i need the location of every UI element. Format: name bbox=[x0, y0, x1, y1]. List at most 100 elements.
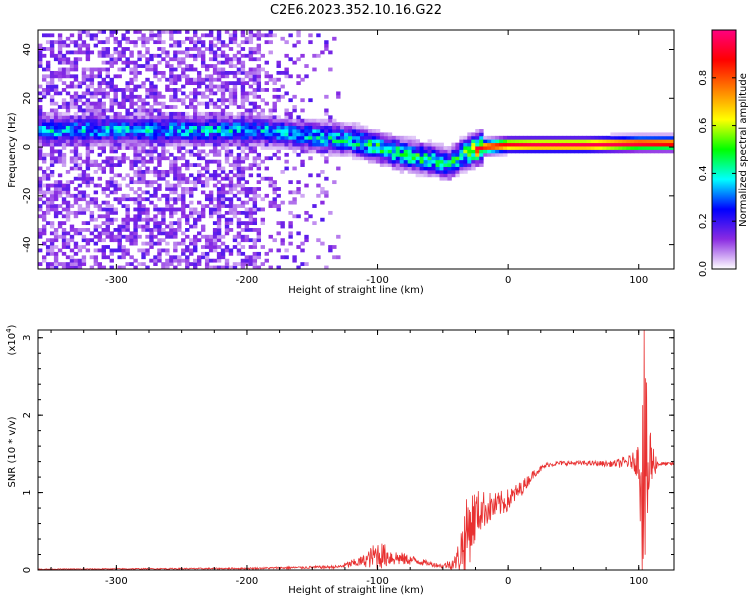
spectrogram-cell bbox=[57, 91, 63, 96]
spectrogram-cell bbox=[77, 50, 83, 55]
spectrogram-cell bbox=[117, 142, 122, 147]
spectrogram-cell bbox=[200, 101, 206, 106]
spectrogram-cell bbox=[105, 159, 110, 164]
spectrogram-cell bbox=[383, 159, 389, 164]
spectrogram-cell bbox=[447, 152, 452, 157]
spectrogram-cell bbox=[81, 159, 87, 164]
spectrogram-cell bbox=[105, 60, 110, 65]
spectrogram-cell bbox=[133, 200, 138, 205]
spectrogram-cell bbox=[272, 197, 277, 202]
spectrogram-cell bbox=[475, 146, 480, 150]
spectrogram-cell bbox=[81, 129, 87, 133]
spectrogram-cell bbox=[371, 132, 377, 137]
spectrogram-cell bbox=[109, 81, 114, 86]
spectrogram-cell bbox=[316, 139, 321, 144]
spectrogram-cell bbox=[125, 224, 130, 229]
spectrogram-cell bbox=[41, 122, 47, 126]
spectrogram-cell bbox=[173, 231, 178, 236]
spectrogram-cell bbox=[224, 265, 230, 269]
spectrogram-cell bbox=[85, 74, 91, 79]
spectrogram-cell bbox=[125, 111, 130, 116]
spectrogram-cell bbox=[149, 115, 154, 120]
spectrogram-cell bbox=[312, 139, 317, 144]
spectrogram-cell bbox=[137, 180, 142, 185]
spectrogram-cell bbox=[197, 91, 202, 96]
spectrogram-cell bbox=[415, 156, 421, 161]
spectrogram-cell bbox=[208, 210, 214, 215]
spectrogram-cell bbox=[61, 190, 67, 195]
spectrogram-cell bbox=[216, 33, 222, 38]
spectrogram-cell bbox=[149, 36, 154, 41]
spectrogram-cell bbox=[121, 118, 126, 123]
spectrogram-cell bbox=[224, 190, 230, 195]
spectrogram-cell bbox=[200, 115, 206, 120]
spectrogram-cell bbox=[296, 245, 301, 249]
spectrogram-cell bbox=[157, 173, 162, 178]
spectrogram-cell bbox=[256, 115, 262, 120]
spectrogram-cell bbox=[208, 238, 214, 243]
spectrogram-cell bbox=[169, 98, 174, 103]
spectrogram-cell bbox=[618, 149, 623, 154]
spectrogram-cell bbox=[256, 193, 262, 198]
spectrogram-cell bbox=[451, 142, 456, 147]
spectrogram-cell bbox=[244, 70, 250, 75]
spectrogram-cell bbox=[280, 139, 285, 144]
spectrogram-cell bbox=[141, 40, 146, 45]
spectrogram-cell bbox=[332, 149, 337, 154]
spectrogram-cell bbox=[200, 142, 206, 147]
spectrogram-cell bbox=[634, 135, 639, 140]
spectrogram-cell bbox=[45, 142, 51, 147]
spectrogram-cell bbox=[308, 139, 313, 144]
spectrogram-cell bbox=[300, 53, 305, 58]
spectrogram-cell bbox=[181, 98, 186, 103]
spectrogram-cell bbox=[161, 101, 166, 106]
spectrogram-cell bbox=[185, 115, 190, 120]
spectrogram-cell bbox=[61, 251, 67, 256]
spectrogram-cell bbox=[197, 258, 202, 263]
spectrogram-cell bbox=[61, 122, 67, 126]
spectrogram-cell bbox=[304, 132, 309, 137]
spectrogram-cell bbox=[93, 132, 99, 137]
spectrogram-cell bbox=[73, 159, 79, 164]
spectrogram-cell bbox=[197, 53, 202, 58]
spectrogram-cell bbox=[272, 190, 277, 195]
spectrogram-cell bbox=[101, 166, 106, 171]
spectrogram-cell bbox=[57, 125, 63, 130]
spectrogram-cell bbox=[89, 197, 95, 202]
spectrogram-cell bbox=[228, 101, 234, 106]
spectrogram-cell bbox=[252, 77, 258, 82]
snr-multiplier: (x104) bbox=[5, 324, 18, 355]
spectrogram-cell bbox=[204, 88, 210, 92]
spectrogram-cell bbox=[49, 193, 55, 198]
colorbar-tick-label: 0.2 bbox=[698, 213, 709, 229]
spectrogram-cell bbox=[165, 129, 170, 133]
spectrogram-cell bbox=[550, 149, 556, 154]
spectrogram-cell bbox=[228, 204, 234, 208]
spectrogram-cell bbox=[208, 30, 214, 34]
spectrogram-cell bbox=[316, 238, 321, 243]
spectrogram-cell bbox=[69, 74, 75, 79]
spectrogram-cell bbox=[38, 53, 43, 58]
spectrogram-cell bbox=[141, 105, 146, 109]
spectrogram-cell bbox=[177, 43, 182, 48]
spectrogram-cell bbox=[200, 77, 206, 82]
spectrogram-cell bbox=[101, 251, 106, 256]
spectrogram-cell bbox=[125, 122, 130, 126]
spectrogram-cell bbox=[197, 70, 202, 75]
spectrogram-cell bbox=[252, 193, 258, 198]
spectrogram-cell bbox=[379, 142, 385, 147]
spectrogram-cell bbox=[97, 139, 103, 144]
spectrogram-cell bbox=[125, 214, 130, 219]
spectrogram-cell bbox=[38, 98, 43, 103]
spectrogram-cell bbox=[85, 105, 91, 109]
spectrogram-cell bbox=[336, 234, 341, 239]
spectrogram-cell bbox=[344, 129, 349, 133]
spectrogram-cell bbox=[236, 262, 242, 266]
spectrogram-cell bbox=[256, 135, 262, 140]
spectrogram-cell bbox=[177, 217, 182, 222]
spectrogram-cell bbox=[77, 204, 83, 208]
spectrogram-cell bbox=[204, 180, 210, 185]
spectrogram-cell bbox=[252, 105, 258, 109]
spectrogram-cell bbox=[256, 33, 262, 38]
spectrogram-cell bbox=[256, 77, 262, 82]
